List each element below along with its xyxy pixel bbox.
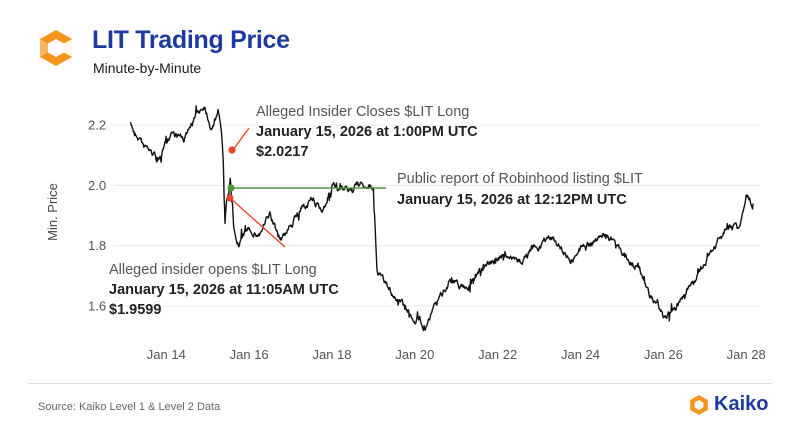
x-axis-ticks: Jan 14 Jan 16 Jan 18 Jan 20 Jan 22 Jan 24 Jan … [147,347,766,362]
annotation-markers [226,127,386,248]
x-tick-label: Jan 18 [312,347,351,362]
x-tick-label: Jan 16 [230,347,269,362]
x-tick-label: Jan 26 [644,347,683,362]
y-axis-ticks: 1.6 1.8 2.0 2.2 [88,118,106,314]
footer-divider [28,383,772,384]
x-tick-label: Jan 28 [727,347,766,362]
annotation-close-date: January 15, 2026 at 1:00PM UTC [256,124,478,140]
x-tick-label: Jan 14 [147,347,186,362]
kaiko-logo-icon [690,395,708,415]
insider-close-leader [232,127,250,151]
annotation-open-title: Alleged insider opens $LIT Long [109,262,317,278]
insider-open-marker [226,194,234,202]
annotation-listing-title: Public report of Robinhood listing $LIT [397,171,643,187]
kaiko-brand: Kaiko [688,392,778,418]
source-note: Source: Kaiko Level 1 & Level 2 Data [38,401,221,413]
page-subtitle: Minute-by-Minute [93,60,202,76]
kaiko-logo-icon [40,30,72,66]
x-tick-label: Jan 24 [561,347,600,362]
x-tick-label: Jan 20 [395,347,434,362]
y-tick-label: 1.8 [88,238,106,253]
x-tick-label: Jan 22 [478,347,517,362]
y-tick-label: 1.6 [88,298,106,313]
annotation-close-price: $2.0217 [256,144,308,160]
annotation-listing-date: January 15, 2026 at 12:12PM UTC [397,192,627,208]
annotation-close-title: Alleged Insider Closes $LIT Long [256,104,469,120]
annotation-open-date: January 15, 2026 at 11:05AM UTC [109,282,339,298]
brand-name: Kaiko [714,393,769,415]
robinhood-listing-marker [227,184,235,192]
y-tick-label: 2.2 [88,118,106,133]
chart-gridlines [114,124,760,307]
price-line [129,105,754,332]
y-axis-label: Min. Price [45,183,60,241]
insider-open-leader [229,197,286,248]
y-tick-label: 2.0 [88,178,106,193]
annotation-open-price: $1.9599 [109,302,161,318]
page-title: LIT Trading Price [92,26,290,54]
price-series [129,105,754,332]
insider-close-marker [228,146,236,154]
